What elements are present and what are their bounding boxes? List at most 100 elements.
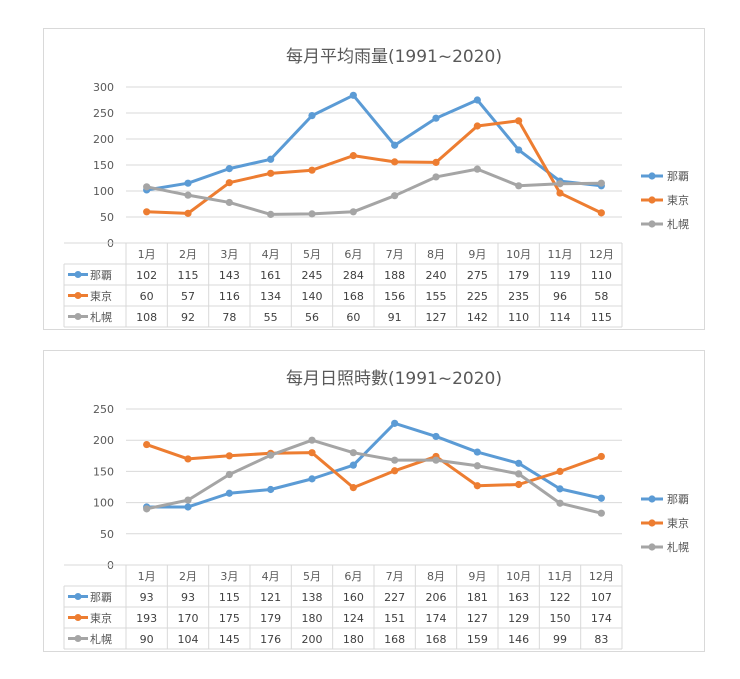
table-cell-value: 104 xyxy=(178,633,199,646)
data-point xyxy=(515,470,523,478)
table-cell-value: 160 xyxy=(343,591,364,604)
x-tick-label: 10月 xyxy=(506,248,531,261)
x-tick-label: 3月 xyxy=(220,248,238,261)
table-cell-value: 134 xyxy=(260,290,281,303)
x-tick-label: 8月 xyxy=(427,570,445,583)
data-point xyxy=(308,166,316,174)
x-tick-label: 6月 xyxy=(344,248,362,261)
data-point xyxy=(143,440,151,449)
x-tick-label: 2月 xyxy=(179,248,197,261)
data-point xyxy=(432,158,440,166)
table-cell-value: 179 xyxy=(508,269,529,282)
data-point xyxy=(515,182,523,190)
table-cell-value: 96 xyxy=(553,290,567,303)
series-line xyxy=(145,438,603,515)
data-point xyxy=(308,449,316,457)
table-cell-value: 151 xyxy=(384,612,405,625)
table-legend-key-marker xyxy=(74,614,82,621)
table-cell-value: 159 xyxy=(467,633,488,646)
table-cell-value: 57 xyxy=(181,290,195,303)
data-point xyxy=(473,122,481,130)
table-cell-value: 275 xyxy=(467,269,488,282)
y-tick-label: 200 xyxy=(93,133,114,146)
data-point xyxy=(391,456,399,464)
table-cell-value: 174 xyxy=(591,612,612,625)
data-point xyxy=(391,419,399,427)
table-cell-value: 119 xyxy=(550,269,571,282)
x-tick-label: 9月 xyxy=(468,248,486,261)
table-cell-value: 93 xyxy=(181,591,195,604)
data-point xyxy=(432,432,440,441)
sunshine-chart: 每月日照時數(1991~2020)0501001502002501月2月3月4月… xyxy=(63,369,689,650)
table-legend-key-marker xyxy=(74,271,82,278)
data-point xyxy=(473,482,481,490)
legend-key-marker xyxy=(648,196,656,204)
x-tick-label: 9月 xyxy=(468,570,486,583)
x-tick-label: 11月 xyxy=(548,570,573,583)
table-cell-value: 156 xyxy=(384,290,405,303)
series-line xyxy=(145,421,603,509)
table-cell-value: 200 xyxy=(302,633,323,646)
rainfall-chart-panel: 每月平均雨量(1991~2020)0501001502002503001月2月3… xyxy=(43,28,705,330)
table-cell-value: 146 xyxy=(508,633,529,646)
data-point xyxy=(597,452,605,461)
data-point xyxy=(184,496,192,504)
legend-label: 那覇 xyxy=(667,170,689,183)
table-cell-value: 180 xyxy=(302,612,323,625)
table-cell-value: 122 xyxy=(550,591,571,604)
data-point xyxy=(308,210,316,218)
data-point xyxy=(515,459,523,467)
table-cell-value: 58 xyxy=(594,290,608,303)
data-point xyxy=(267,169,275,177)
data-point xyxy=(473,165,481,173)
data-point xyxy=(225,198,233,207)
y-tick-label: 150 xyxy=(93,159,114,172)
chart-title: 每月平均雨量(1991~2020) xyxy=(286,47,502,67)
data-point xyxy=(597,509,605,517)
x-tick-label: 2月 xyxy=(179,570,197,583)
table-cell-value: 107 xyxy=(591,591,612,604)
table-cell-value: 206 xyxy=(426,591,447,604)
legend-label: 札幌 xyxy=(667,217,689,231)
legend-key-marker xyxy=(648,172,656,180)
table-legend-key-marker xyxy=(74,593,82,600)
legend-key-marker xyxy=(648,543,656,551)
data-point xyxy=(556,499,564,507)
table-cell-value: 127 xyxy=(426,311,447,324)
data-point xyxy=(391,467,399,475)
table-cell-value: 60 xyxy=(346,311,360,324)
table-cell-value: 155 xyxy=(426,290,447,303)
data-point xyxy=(349,152,357,160)
data-point xyxy=(349,449,357,457)
table-cell-value: 90 xyxy=(140,633,154,646)
table-cell-value: 138 xyxy=(302,591,323,604)
table-series-name: 東京 xyxy=(90,289,112,303)
table-cell-value: 181 xyxy=(467,591,488,604)
data-point xyxy=(597,494,605,502)
data-point xyxy=(556,189,564,197)
data-point xyxy=(432,173,440,181)
y-tick-label: 250 xyxy=(93,107,114,120)
table-cell-value: 150 xyxy=(550,612,571,625)
table-cell-value: 115 xyxy=(591,311,612,324)
data-point xyxy=(432,456,440,464)
data-point xyxy=(349,461,357,469)
data-point xyxy=(184,209,192,217)
data-point xyxy=(515,146,523,154)
table-cell-value: 115 xyxy=(219,591,240,604)
legend-key-marker xyxy=(648,220,656,228)
data-point xyxy=(184,455,192,463)
sunshine-chart-panel: 每月日照時數(1991~2020)0501001502002501月2月3月4月… xyxy=(43,350,705,652)
data-point xyxy=(267,485,275,494)
x-tick-label: 1月 xyxy=(138,248,156,261)
x-tick-label: 4月 xyxy=(262,570,280,583)
table-cell-value: 55 xyxy=(264,311,278,324)
legend-label: 那覇 xyxy=(667,493,689,506)
data-point xyxy=(267,451,275,459)
data-point xyxy=(556,180,564,188)
y-tick-label: 150 xyxy=(93,465,114,478)
y-tick-label: 300 xyxy=(93,81,114,94)
table-cell-value: 129 xyxy=(508,612,529,625)
legend-label: 東京 xyxy=(667,193,689,207)
x-tick-label: 5月 xyxy=(303,248,321,261)
